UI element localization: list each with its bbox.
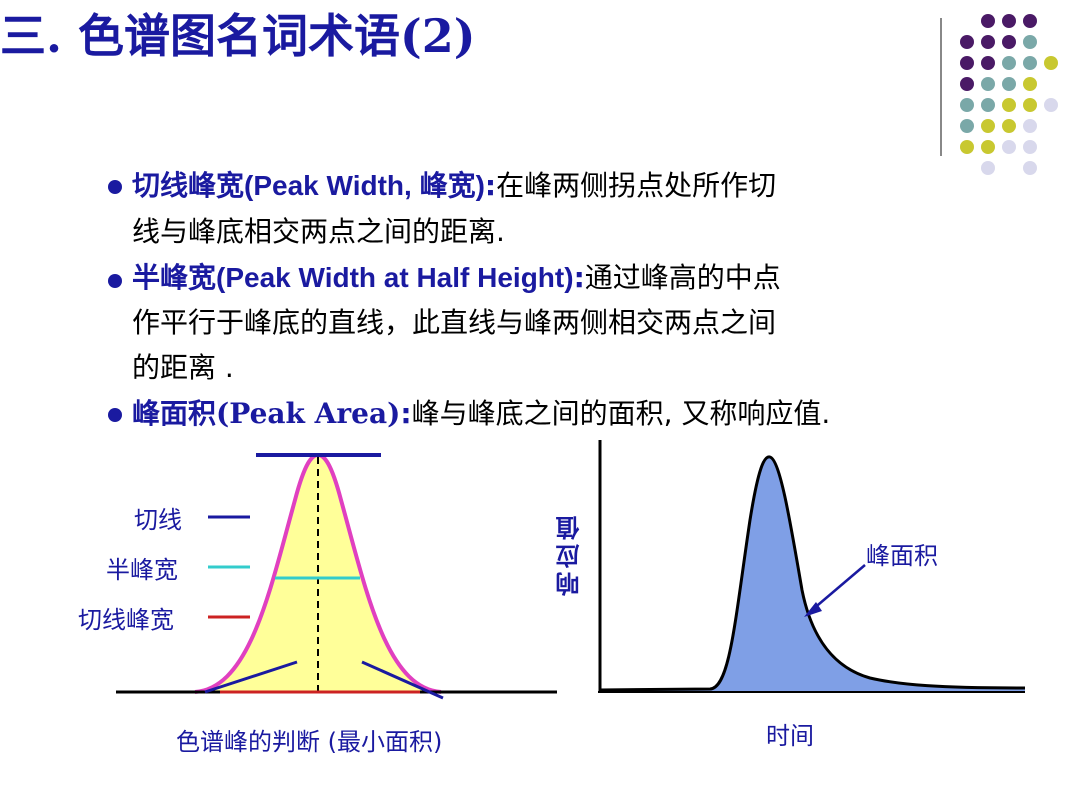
- legend-label-tangent: 切线: [134, 506, 182, 534]
- decorative-dot: [1044, 98, 1058, 112]
- decorative-dot: [960, 119, 974, 133]
- decorative-dot: [1023, 56, 1037, 70]
- decorative-dot: [960, 98, 974, 112]
- decorative-dot: [1002, 77, 1016, 91]
- decorative-dot: [960, 77, 974, 91]
- decorative-dot-grid: [960, 14, 1070, 175]
- decorative-dot: [1002, 56, 1016, 70]
- bullet-3-term: 峰面积: [132, 397, 217, 430]
- bullet-1-dot: [108, 180, 122, 194]
- decorative-dot: [1023, 140, 1037, 154]
- area-arrow-line: [811, 564, 866, 611]
- legend-label-half-width: 半峰宽: [106, 556, 178, 584]
- decorative-dot: [1002, 14, 1016, 28]
- decorative-dot: [960, 56, 974, 70]
- peak-area-diagram: [598, 440, 1026, 693]
- bullet-3-dot: [108, 408, 122, 422]
- decorative-dot: [1023, 35, 1037, 49]
- left-diagram-caption: 色谱峰的判断 (最小面积): [176, 728, 443, 756]
- decorative-dot: [1002, 35, 1016, 49]
- area-arrow-head: [804, 602, 822, 617]
- decorative-dot: [960, 140, 974, 154]
- decorative-dot: [1002, 119, 1016, 133]
- chromatogram-fill: [600, 456, 1025, 691]
- right-tangent: [361, 660, 444, 700]
- decorative-dot: [981, 161, 995, 175]
- peak-width-diagram: [116, 452, 557, 700]
- area-label: 峰面积: [866, 542, 938, 570]
- decorative-dot: [981, 35, 995, 49]
- decorative-dot: [981, 56, 995, 70]
- bullet-3-line1: 峰面积(Peak Area):峰与峰底之间的面积, 又称响应值.: [132, 396, 830, 432]
- bullet-2-dot: [108, 274, 122, 288]
- decorative-dot: [1023, 119, 1037, 133]
- decorative-dot: [1023, 77, 1037, 91]
- decorative-dot: [981, 98, 995, 112]
- bullet-1-paren: (Peak Width, 峰宽): [244, 170, 485, 201]
- y-axis-label: 响应值: [556, 512, 584, 596]
- bullet-2-line3: 的距离 .: [132, 351, 234, 384]
- decorative-dot: [1023, 161, 1037, 175]
- bullet-2-line1: 半峰宽(Peak Width at Half Height):通过峰高的中点: [132, 260, 781, 296]
- x-axis-label: 时间: [766, 722, 814, 750]
- bullet-1-term: 切线峰宽: [132, 169, 245, 202]
- legend-label-tangent-width: 切线峰宽: [78, 606, 174, 634]
- decorative-dot: [981, 14, 995, 28]
- peak-fill: [195, 455, 441, 692]
- bullet-3-paren: (Peak Area): [216, 397, 401, 430]
- bullet-3-desc1: 峰与峰底之间的面积, 又称响应值.: [411, 397, 831, 430]
- decorative-dot: [960, 35, 974, 49]
- decorative-dot: [1002, 140, 1016, 154]
- bullet-2-desc1: 通过峰高的中点: [584, 261, 781, 294]
- decorative-dot: [981, 119, 995, 133]
- decorative-dot: [1023, 98, 1037, 112]
- bullet-1-line2: 线与峰底相交两点之间的距离.: [132, 215, 505, 248]
- decorative-dot: [1023, 14, 1037, 28]
- bullet-1-desc1: 在峰两侧拐点处所作切: [496, 169, 777, 202]
- chromatogram-curve: [599, 455, 1026, 692]
- bullet-2-line2: 作平行于峰底的直线，此直线与峰两侧相交两点之间: [132, 306, 777, 339]
- decorative-dot: [1044, 56, 1058, 70]
- left-tangent: [204, 660, 298, 694]
- page-title: 三. 色谱图名词术语(2): [0, 9, 476, 63]
- decorative-dot: [981, 77, 995, 91]
- bullet-2-paren: (Peak Width at Half Height): [216, 262, 574, 293]
- decorative-divider: [940, 18, 942, 156]
- decorative-dot: [981, 140, 995, 154]
- bullet-1-line1: 切线峰宽(Peak Width, 峰宽):在峰两侧拐点处所作切: [132, 168, 776, 204]
- decorative-dot: [1002, 98, 1016, 112]
- bullet-3-colon: :: [400, 397, 412, 430]
- bullet-2-colon: :: [573, 261, 585, 294]
- bullet-1-colon: :: [484, 169, 497, 202]
- bullet-2-term: 半峰宽: [132, 261, 217, 294]
